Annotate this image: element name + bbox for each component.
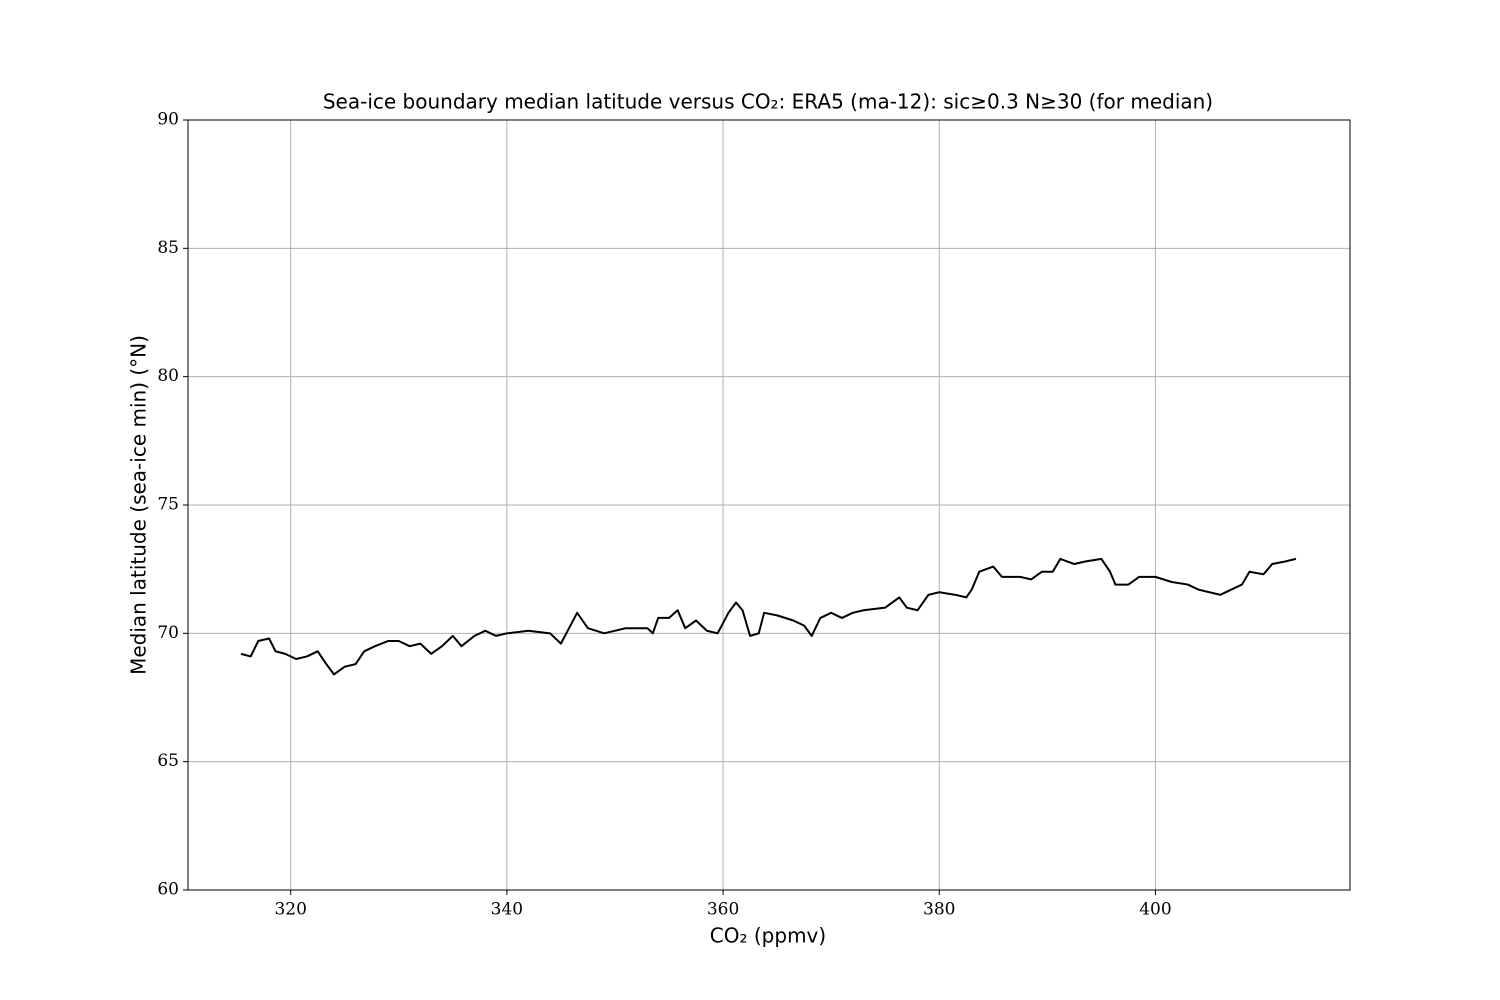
y-tick-label: 85 <box>157 238 179 258</box>
y-tick-label: 80 <box>157 366 179 386</box>
plot-frame <box>187 119 1351 891</box>
y-tick-label: 70 <box>157 623 179 643</box>
y-tick-label: 65 <box>157 751 179 771</box>
x-tick-label: 380 <box>923 900 955 920</box>
y-axis-label: Median latitude (sea-ice min) (°N) <box>127 335 151 675</box>
x-tick-label: 340 <box>491 900 523 920</box>
chart-title: Sea-ice boundary median latitude versus … <box>323 90 1213 114</box>
x-tick-label: 400 <box>1139 900 1171 920</box>
y-tick-label: 60 <box>157 880 179 900</box>
y-tick-label: 90 <box>157 110 179 130</box>
y-tick-label: 75 <box>157 495 179 515</box>
x-axis-label: CO₂ (ppmv) <box>710 924 826 948</box>
x-tick-label: 320 <box>274 900 306 920</box>
data-line <box>240 557 1297 676</box>
x-tick-label: 360 <box>707 900 739 920</box>
